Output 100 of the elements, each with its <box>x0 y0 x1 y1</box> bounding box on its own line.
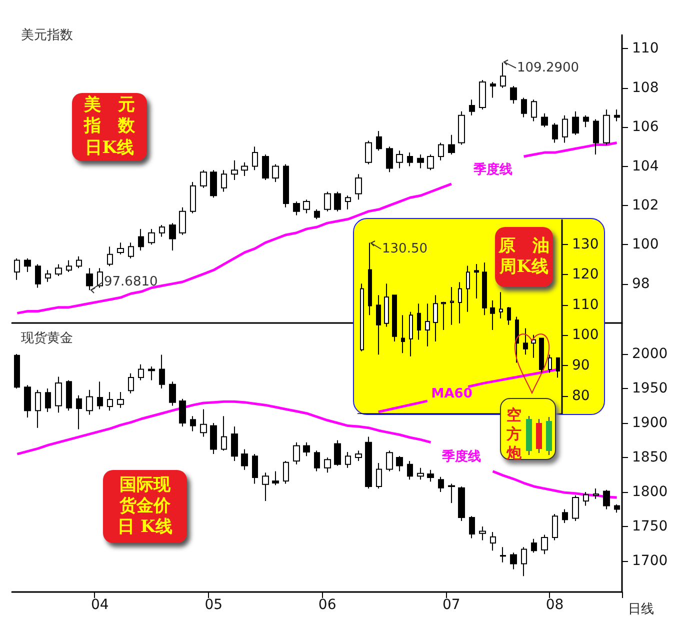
candlestick <box>190 181 196 214</box>
candlestick <box>572 110 579 136</box>
candlestick <box>552 122 558 144</box>
candlestick <box>490 531 496 552</box>
candlestick <box>500 62 506 88</box>
candlestick <box>360 283 364 352</box>
candlestick <box>603 108 610 146</box>
candlestick <box>458 110 465 146</box>
candlestick <box>314 450 320 472</box>
text: 现货黄金 <box>21 331 73 346</box>
candlestick <box>438 142 444 161</box>
annotation: 97.6810 <box>104 274 158 290</box>
candlestick <box>401 314 405 354</box>
candlestick <box>417 467 424 480</box>
candlestick <box>396 150 403 169</box>
candlestick <box>293 201 300 216</box>
candlestick <box>221 170 227 192</box>
candlestick <box>368 242 372 316</box>
y-tick-label: 90 <box>572 358 590 374</box>
y-tick-label: 102 <box>632 197 659 214</box>
series-label: 季度线 <box>472 162 512 178</box>
candlestick <box>345 195 351 210</box>
candlestick <box>283 164 289 208</box>
candlestick <box>593 488 599 500</box>
candlestick <box>593 118 599 156</box>
chart-title: 美元指数 <box>21 27 73 43</box>
y-tick-label: 100 <box>572 327 599 344</box>
candlestick <box>283 460 289 484</box>
candlestick <box>427 469 434 482</box>
candlestick <box>448 134 455 156</box>
y-tick-label: 1750 <box>632 518 668 534</box>
candlestick <box>376 462 382 490</box>
candlestick <box>523 328 528 356</box>
candlestick <box>417 303 421 340</box>
y-tick-label: 104 <box>632 158 659 174</box>
candlestick <box>35 264 41 288</box>
y-tick-label: 1950 <box>632 380 668 397</box>
candlestick <box>179 206 186 236</box>
candlestick <box>262 472 269 502</box>
candlestick <box>425 303 430 347</box>
y-tick-label: 130 <box>572 236 599 252</box>
y-tick-label: 100 <box>632 236 659 253</box>
candlestick <box>539 338 544 374</box>
y-tick-label: 110 <box>632 40 659 57</box>
candlestick <box>159 354 165 390</box>
candlestick <box>541 534 548 555</box>
candlestick <box>97 381 103 410</box>
candlestick <box>190 416 196 432</box>
candlestick <box>548 354 552 374</box>
candlestick <box>262 154 269 180</box>
candlestick <box>409 311 413 357</box>
candlestick <box>376 294 381 356</box>
candlestick <box>334 191 341 212</box>
y-tick-label: 1800 <box>632 484 668 500</box>
candlestick <box>107 246 113 267</box>
candlestick <box>314 208 320 220</box>
candlestick <box>45 270 51 282</box>
candlestick <box>466 265 470 312</box>
y-tick-label: 110 <box>572 296 599 313</box>
candlestick <box>252 146 258 171</box>
candlestick <box>521 546 527 577</box>
candlestick <box>433 294 438 342</box>
candlestick <box>355 174 362 200</box>
candlestick <box>427 154 434 171</box>
candlestick <box>510 85 517 104</box>
candlestick <box>562 114 568 144</box>
candlestick <box>241 448 248 470</box>
candlestick <box>45 388 51 412</box>
y-tick-label: 2000 <box>632 346 668 362</box>
candlestick <box>76 394 82 430</box>
candlestick <box>334 440 341 466</box>
candlestick <box>572 494 579 522</box>
candlestick <box>169 222 176 252</box>
candlestick <box>490 300 495 331</box>
candlestick <box>138 364 144 381</box>
candlestick <box>24 258 31 273</box>
candlestick <box>450 286 454 326</box>
candlestick <box>169 381 176 406</box>
candlestick <box>396 456 403 472</box>
annotation: 109.2900 <box>517 60 580 76</box>
candlestick <box>324 191 331 212</box>
candlestick <box>392 294 397 342</box>
candlestick <box>107 391 113 412</box>
x-tick-label: 07 <box>442 597 460 613</box>
candlestick <box>272 164 279 182</box>
annotation: 原油周K线 <box>498 236 566 277</box>
candlestick <box>293 442 300 465</box>
series-label: MA60 <box>431 386 472 402</box>
y-tick-label: 120 <box>572 266 599 283</box>
annotation: 空方炮 <box>505 406 522 462</box>
candlestick <box>531 334 536 358</box>
candlestick <box>365 436 372 490</box>
x-tick-label: 08 <box>546 597 564 613</box>
candlestick <box>148 366 155 381</box>
candlestick <box>117 242 124 255</box>
candlestick <box>458 486 465 522</box>
candlestick <box>345 451 351 468</box>
candlestick <box>499 292 503 320</box>
candlestick <box>148 228 155 246</box>
candlestick <box>531 99 537 122</box>
